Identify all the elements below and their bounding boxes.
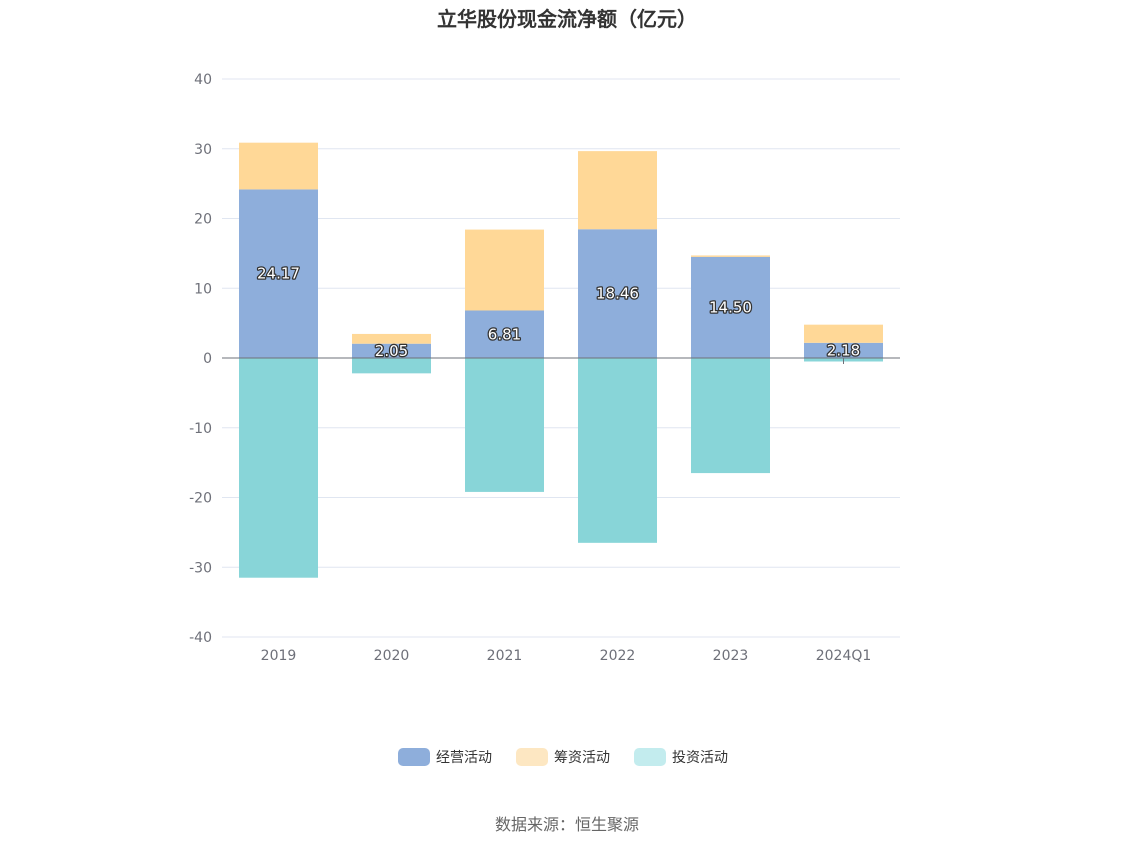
legend-label: 经营活动: [436, 750, 492, 766]
grid-lines: [222, 78, 900, 638]
y-tick-label: 40: [194, 72, 212, 88]
bar-筹资活动-2023: [691, 255, 770, 257]
data-source: 数据来源：恒生聚源: [495, 815, 639, 834]
y-tick-label: 30: [194, 142, 212, 158]
legend: 经营活动 筹资活动 投资活动: [398, 748, 728, 766]
x-tick-label: 2020: [374, 648, 410, 664]
y-tick-label: 20: [194, 212, 212, 228]
bar-经营活动-2019: [239, 189, 318, 358]
x-tick-label: 2022: [600, 648, 636, 664]
legend-item-筹资活动[interactable]: 筹资活动: [516, 748, 610, 766]
bar-筹资活动-2021: [465, 229, 544, 311]
y-tick-label: -10: [189, 421, 212, 437]
legend-swatch: [516, 748, 548, 766]
bar-筹资活动-2022: [578, 151, 657, 230]
y-axis-ticks: 40 30 20 10 0 -10 -20 -30 -40: [189, 72, 212, 646]
bar-投资活动-2021: [465, 358, 544, 492]
bar-筹资活动-2019: [239, 142, 318, 190]
data-label: 18.46: [596, 285, 639, 303]
x-tick-label: 2024Q1: [816, 648, 872, 664]
y-tick-label: 0: [203, 351, 212, 367]
legend-label: 筹资活动: [554, 749, 610, 766]
legend-swatch: [398, 748, 430, 766]
x-tick-label: 2019: [261, 648, 297, 664]
legend-item-经营活动[interactable]: 经营活动: [398, 748, 492, 766]
data-label: 2.05: [375, 342, 408, 360]
y-tick-label: -20: [189, 491, 212, 507]
bar-经营活动-2022: [578, 229, 657, 358]
x-tick-label: 2023: [713, 648, 749, 664]
bar-经营活动-2020: [352, 343, 431, 358]
bar-筹资活动-2020: [352, 333, 431, 344]
bar-投资活动-2022: [578, 358, 657, 543]
data-label: 6.81: [488, 325, 521, 343]
bar-经营活动-2021: [465, 310, 544, 358]
x-tick-label: 2021: [487, 648, 523, 664]
bar-经营活动-2023: [691, 256, 770, 358]
bar-series: [239, 142, 883, 578]
y-tick-label: -30: [189, 560, 212, 576]
bar-筹资活动-2024Q1: [804, 324, 883, 343]
chart-title: 立华股份现金流净额（亿元）: [437, 7, 697, 31]
legend-label: 投资活动: [672, 750, 728, 766]
data-label: 24.17: [257, 265, 300, 283]
data-label: 14.50: [709, 298, 752, 316]
y-tick-label: 10: [194, 281, 212, 297]
bar-投资活动-2023: [691, 358, 770, 474]
data-label: 2.18: [827, 341, 860, 359]
data-labels: 24.17 2.05 6.81 18.46 14.50 2.18: [256, 263, 862, 361]
legend-swatch: [634, 748, 666, 766]
bar-经营活动-2024Q1: [804, 342, 883, 358]
legend-item-投资活动[interactable]: 投资活动: [634, 748, 728, 766]
x-axis-ticks: 2019 2020 2021 2022 2023 2024Q1: [261, 358, 872, 664]
bar-投资活动-2020: [352, 358, 431, 374]
bar-投资活动-2019: [239, 358, 318, 578]
y-tick-label: -40: [189, 630, 212, 646]
